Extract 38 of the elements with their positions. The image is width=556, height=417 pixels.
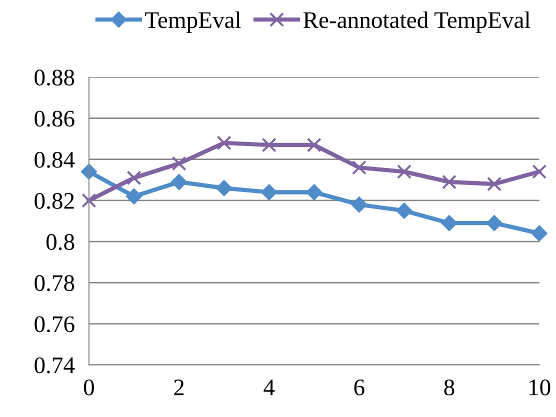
- legend-label: Re-annotated TempEval: [303, 11, 530, 33]
- legend-label: TempEval: [145, 11, 241, 33]
- point: [172, 156, 186, 171]
- y-tick-label: 0.88: [34, 70, 74, 86]
- y-tick-label: 0.78: [34, 275, 74, 292]
- y-tick-label: 0.76: [34, 316, 74, 332]
- point: [171, 174, 187, 190]
- point: [82, 193, 96, 208]
- point: [531, 225, 548, 242]
- x-tick-label: 6: [354, 380, 364, 396]
- y-tick-label: 0.8: [46, 234, 74, 250]
- point: [396, 164, 412, 179]
- x-tick-label: 0: [84, 379, 94, 396]
- point: [396, 202, 412, 219]
- point: [261, 184, 278, 200]
- point: [306, 184, 322, 200]
- y-tick-label: 0.74: [34, 357, 75, 374]
- y-tick-label: 0.86: [34, 110, 74, 127]
- point: [216, 180, 232, 196]
- point: [486, 176, 502, 192]
- point: [442, 174, 457, 190]
- y-tick-label: 0.84: [34, 152, 75, 168]
- point: [532, 164, 547, 179]
- point: [262, 138, 276, 152]
- point: [81, 164, 97, 180]
- point: [352, 160, 366, 175]
- x-tick-label: 2: [174, 380, 184, 396]
- point: [351, 196, 368, 212]
- point: [306, 138, 322, 152]
- point: [126, 188, 142, 204]
- point: [216, 136, 232, 150]
- x-tick-label: 10: [530, 379, 550, 396]
- x-tick-label: 8: [444, 379, 454, 396]
- point: [486, 215, 502, 231]
- point: [441, 215, 458, 231]
- point: [126, 170, 142, 186]
- x-tick-label: 4: [264, 380, 275, 396]
- y-tick-label: 0.82: [34, 192, 74, 209]
